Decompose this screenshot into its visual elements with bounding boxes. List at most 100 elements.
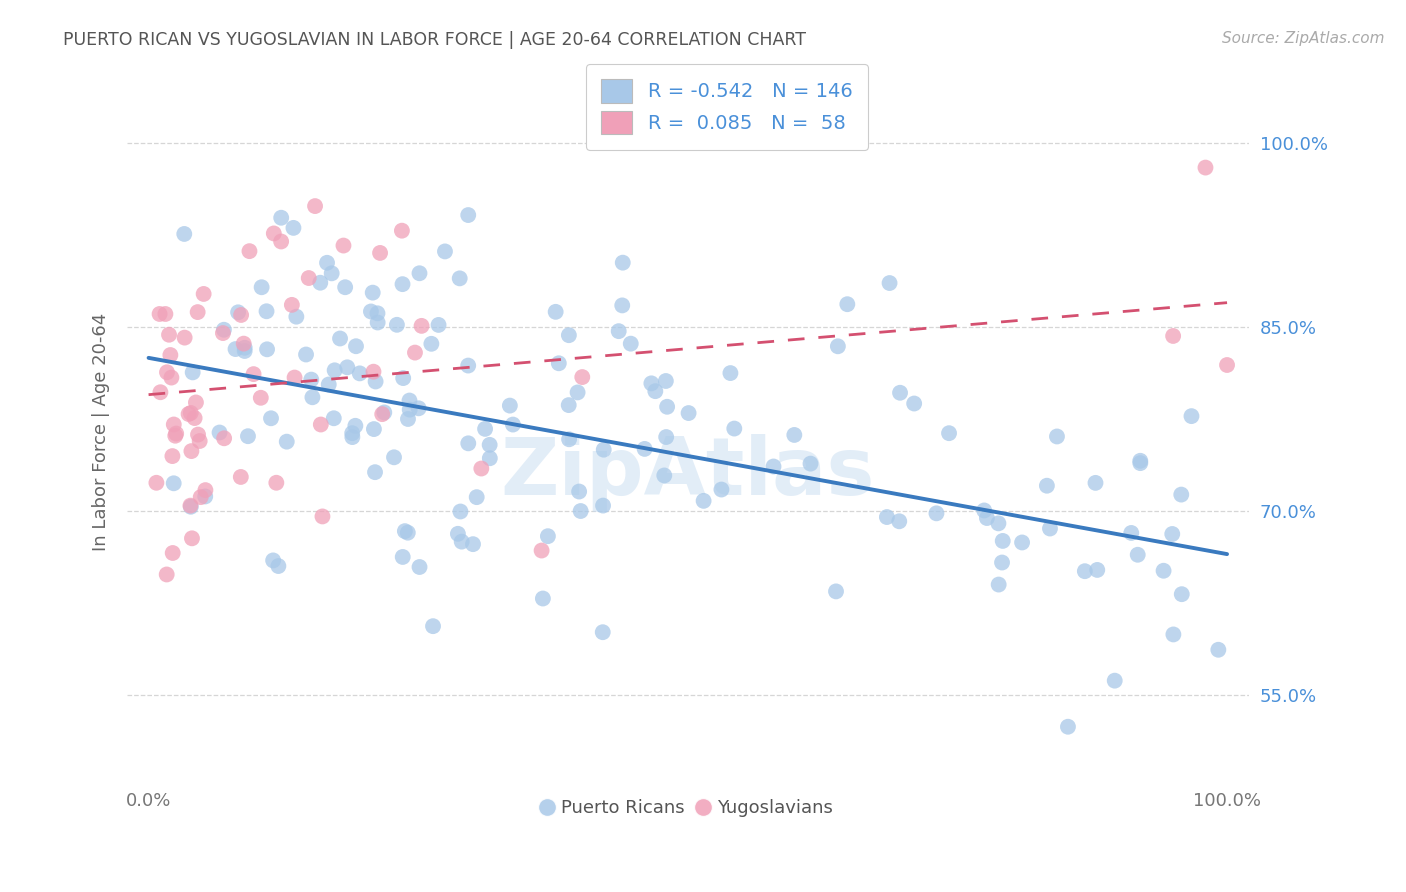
Point xyxy=(145,475,167,490)
Point xyxy=(1194,161,1216,175)
Point xyxy=(212,323,235,337)
Point xyxy=(318,377,340,392)
Point xyxy=(344,339,367,353)
Point xyxy=(304,199,326,213)
Point xyxy=(270,211,292,225)
Point xyxy=(652,468,675,483)
Point xyxy=(155,307,177,321)
Point xyxy=(1153,564,1175,578)
Point xyxy=(762,459,785,474)
Point xyxy=(363,365,385,379)
Point xyxy=(1208,642,1230,657)
Point xyxy=(165,428,187,442)
Point xyxy=(474,422,496,436)
Point xyxy=(396,412,419,426)
Point xyxy=(991,556,1014,570)
Point xyxy=(333,280,356,294)
Point xyxy=(311,509,333,524)
Point xyxy=(163,417,186,432)
Point xyxy=(187,427,209,442)
Point xyxy=(1104,673,1126,688)
Point xyxy=(825,584,848,599)
Point xyxy=(1126,548,1149,562)
Text: Source: ZipAtlas.com: Source: ZipAtlas.com xyxy=(1222,31,1385,46)
Point xyxy=(655,400,678,414)
Point xyxy=(344,418,367,433)
Point xyxy=(373,405,395,419)
Point xyxy=(420,336,443,351)
Point xyxy=(567,385,589,400)
Point xyxy=(165,426,187,441)
Point xyxy=(568,484,591,499)
Point xyxy=(1057,720,1080,734)
Point xyxy=(987,516,1010,531)
Point xyxy=(1046,429,1069,443)
Point xyxy=(592,625,614,640)
Point xyxy=(322,411,344,425)
Point xyxy=(194,490,217,504)
Point xyxy=(181,365,204,379)
Point xyxy=(260,411,283,425)
Point xyxy=(411,318,433,333)
Point xyxy=(270,235,292,249)
Point xyxy=(391,277,413,292)
Point xyxy=(612,255,634,269)
Point xyxy=(316,256,339,270)
Point xyxy=(1085,563,1108,577)
Point xyxy=(1170,487,1192,501)
Point xyxy=(827,339,849,353)
Point xyxy=(309,276,332,290)
Point xyxy=(332,238,354,252)
Point xyxy=(1039,522,1062,536)
Point xyxy=(502,417,524,432)
Point xyxy=(879,276,901,290)
Point xyxy=(537,529,560,543)
Point xyxy=(612,298,634,312)
Point xyxy=(298,271,321,285)
Point xyxy=(173,227,195,241)
Point xyxy=(710,483,733,497)
Point xyxy=(1171,587,1194,601)
Point xyxy=(640,376,662,391)
Point xyxy=(987,577,1010,591)
Point xyxy=(408,401,430,416)
Point xyxy=(157,327,180,342)
Point xyxy=(177,407,200,421)
Point xyxy=(233,341,256,355)
Point xyxy=(607,324,630,338)
Point xyxy=(1084,475,1107,490)
Point xyxy=(889,514,911,528)
Point xyxy=(190,490,212,504)
Point xyxy=(366,306,388,320)
Point xyxy=(499,399,522,413)
Point xyxy=(447,526,470,541)
Point xyxy=(225,342,247,356)
Point xyxy=(450,534,472,549)
Point xyxy=(408,560,430,574)
Point xyxy=(531,591,554,606)
Point xyxy=(783,428,806,442)
Point xyxy=(194,483,217,497)
Point xyxy=(465,490,488,504)
Point xyxy=(212,326,235,340)
Point xyxy=(295,347,318,361)
Point xyxy=(188,434,211,448)
Point xyxy=(678,406,700,420)
Point xyxy=(321,266,343,280)
Point xyxy=(973,503,995,517)
Point xyxy=(903,396,925,410)
Point xyxy=(193,287,215,301)
Point xyxy=(181,531,204,545)
Point xyxy=(633,442,655,456)
Point xyxy=(398,402,420,417)
Point xyxy=(644,384,666,399)
Point xyxy=(249,391,271,405)
Point xyxy=(571,370,593,384)
Point xyxy=(1161,329,1184,343)
Point xyxy=(267,559,290,574)
Point xyxy=(283,220,305,235)
Point xyxy=(655,430,678,444)
Point xyxy=(226,305,249,319)
Point xyxy=(148,307,170,321)
Point xyxy=(889,385,911,400)
